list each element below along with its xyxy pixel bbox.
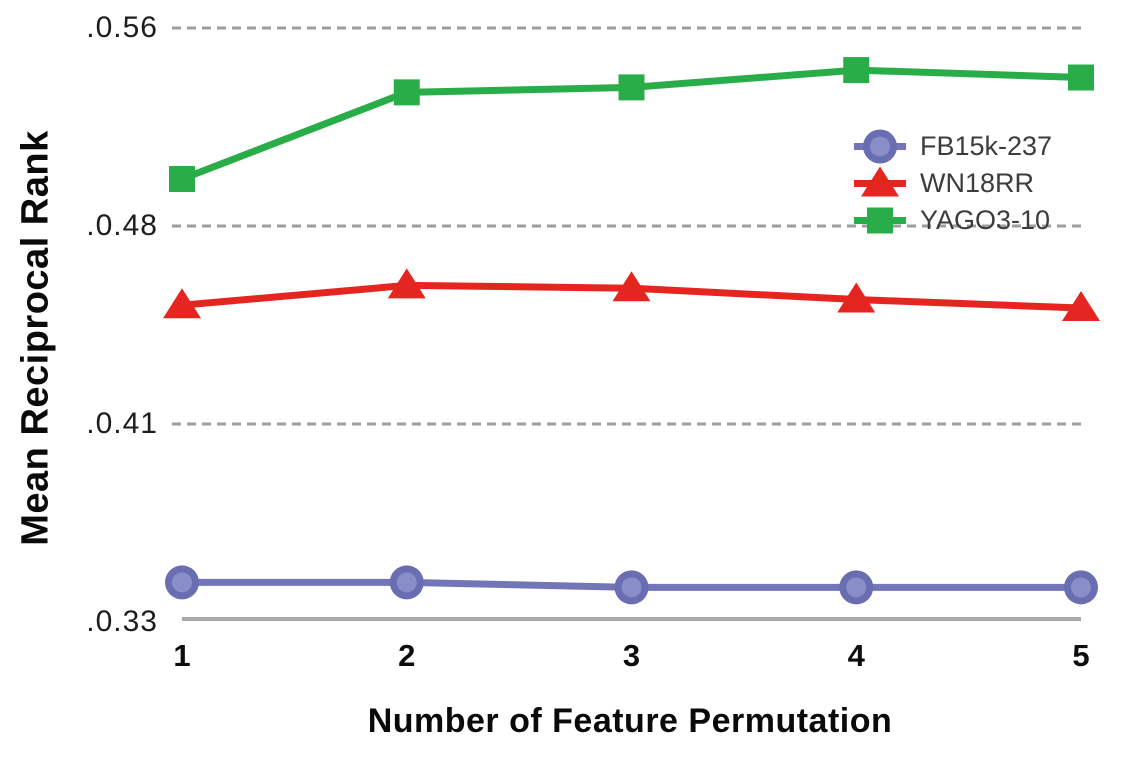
legend-label: FB15k-237: [920, 131, 1053, 161]
x-tick-label: 3: [622, 638, 641, 673]
x-tick-label: 2: [398, 638, 416, 673]
y-tick-label: .0.48: [86, 209, 158, 242]
y-tick-label: .0.41: [86, 407, 158, 440]
series-wn18rr: [163, 268, 1100, 322]
data-point-circle-center: [846, 577, 867, 598]
data-point-circle-center: [870, 136, 890, 157]
data-point-triangle: [837, 282, 876, 313]
legend-label: WN18RR: [920, 168, 1035, 198]
legend-label: YAGO3-10: [920, 205, 1051, 235]
legend-marker-square-icon: [854, 207, 906, 234]
series-yago3-10: [169, 57, 1094, 192]
x-tick-label: 4: [847, 638, 865, 673]
data-point-circle-center: [172, 572, 192, 593]
data-point-triangle: [163, 288, 201, 319]
data-point-circle-center: [1071, 577, 1091, 598]
y-tick-label: .0.33: [86, 605, 158, 638]
legend-item-yago3-10: YAGO3-10: [852, 202, 1052, 239]
y-tick-label: .0.56: [86, 11, 158, 44]
legend: FB15k-237 WN18RR YAGO3-10: [852, 128, 1052, 239]
legend-item-fb15k-237: FB15k-237: [852, 128, 1052, 165]
data-point-square: [393, 79, 420, 106]
x-tick-label: 5: [1072, 638, 1090, 673]
data-point-square: [843, 57, 870, 84]
data-point-circle-center: [621, 577, 642, 598]
data-point-square: [618, 74, 645, 101]
data-point-square: [867, 207, 893, 234]
x-axis-title: Number of Feature Permutation: [367, 702, 893, 740]
data-point-square: [1068, 64, 1094, 91]
legend-marker-triangle-icon: [854, 166, 906, 197]
data-point-triangle: [612, 271, 651, 302]
data-point-square: [169, 165, 195, 192]
legend-item-wn18rr: WN18RR: [852, 165, 1052, 202]
data-point-triangle: [387, 268, 426, 299]
x-tick-label: 1: [173, 638, 191, 673]
data-point-circle-center: [396, 572, 417, 593]
data-point-triangle: [861, 166, 899, 197]
legend-marker-circle-icon: [854, 129, 906, 164]
series-fb15k-237: [165, 565, 1098, 605]
data-point-triangle: [1062, 291, 1100, 322]
